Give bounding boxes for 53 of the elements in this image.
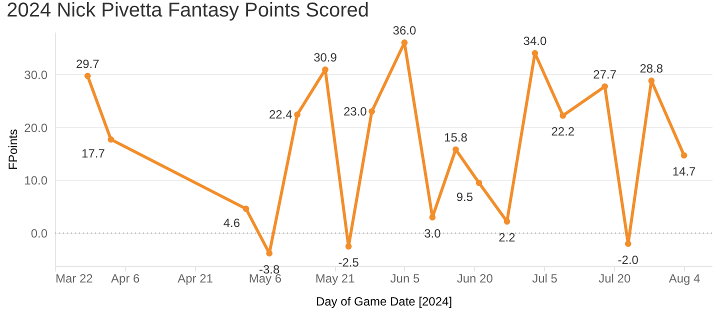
point <box>648 78 655 84</box>
point <box>322 66 328 73</box>
data-label: 9.5 <box>456 190 474 204</box>
point <box>602 83 608 90</box>
data-label: 36.0 <box>392 24 416 38</box>
chart-title: 2024 Nick Pivetta Fantasy Points Scored <box>6 0 370 22</box>
point <box>504 218 510 225</box>
y-axis-title: FPoints <box>6 129 20 170</box>
data-label: 30.9 <box>314 50 338 65</box>
y-tick-label: 30.0 <box>24 68 48 82</box>
x-axis-title: Day of Game Date [2024] <box>316 294 452 308</box>
point <box>266 250 272 256</box>
point <box>452 146 459 153</box>
x-tick-label: Mar 22 <box>56 272 94 286</box>
data-label: 14.7 <box>672 164 696 178</box>
data-label: 2.2 <box>498 230 516 245</box>
data-label: 22.4 <box>268 108 293 122</box>
point <box>368 108 376 115</box>
x-tick-label: Jun 20 <box>456 272 494 286</box>
point <box>108 136 114 143</box>
point <box>624 240 632 247</box>
data-label: 4.6 <box>223 216 240 230</box>
y-tick-label: 10.0 <box>24 174 48 188</box>
data-label: 34.0 <box>523 34 547 48</box>
point <box>401 39 408 46</box>
x-tick-label: May 21 <box>315 272 356 286</box>
x-tick-label: Apr 21 <box>178 272 214 286</box>
y-tick-label: 20.0 <box>24 120 48 135</box>
data-label: -2.0 <box>618 252 639 267</box>
point <box>476 180 482 186</box>
point <box>560 112 566 119</box>
x-tick-label: Jul 5 <box>532 272 558 286</box>
data-label: 27.7 <box>593 68 617 82</box>
x-tick-label: Apr 6 <box>111 272 140 286</box>
data-label: 23.0 <box>343 104 368 118</box>
point <box>345 243 352 250</box>
y-tick-label: 0.0 <box>30 226 48 241</box>
point <box>294 111 300 118</box>
point <box>242 206 250 212</box>
data-label: 29.7 <box>76 56 100 71</box>
data-label: 3.0 <box>424 226 442 240</box>
x-tick-label: Jul 20 <box>598 272 631 286</box>
point <box>680 152 688 159</box>
x-tick-label: Jun 5 <box>390 272 420 286</box>
point <box>84 72 91 80</box>
data-label: 22.2 <box>551 124 575 139</box>
point <box>532 50 538 56</box>
data-label: 17.7 <box>82 146 106 160</box>
x-tick-label: Aug 4 <box>668 272 701 286</box>
point <box>429 214 436 220</box>
data-label: 15.8 <box>444 130 468 145</box>
data-label: 28.8 <box>640 62 664 76</box>
data-label: -2.5 <box>338 255 360 270</box>
